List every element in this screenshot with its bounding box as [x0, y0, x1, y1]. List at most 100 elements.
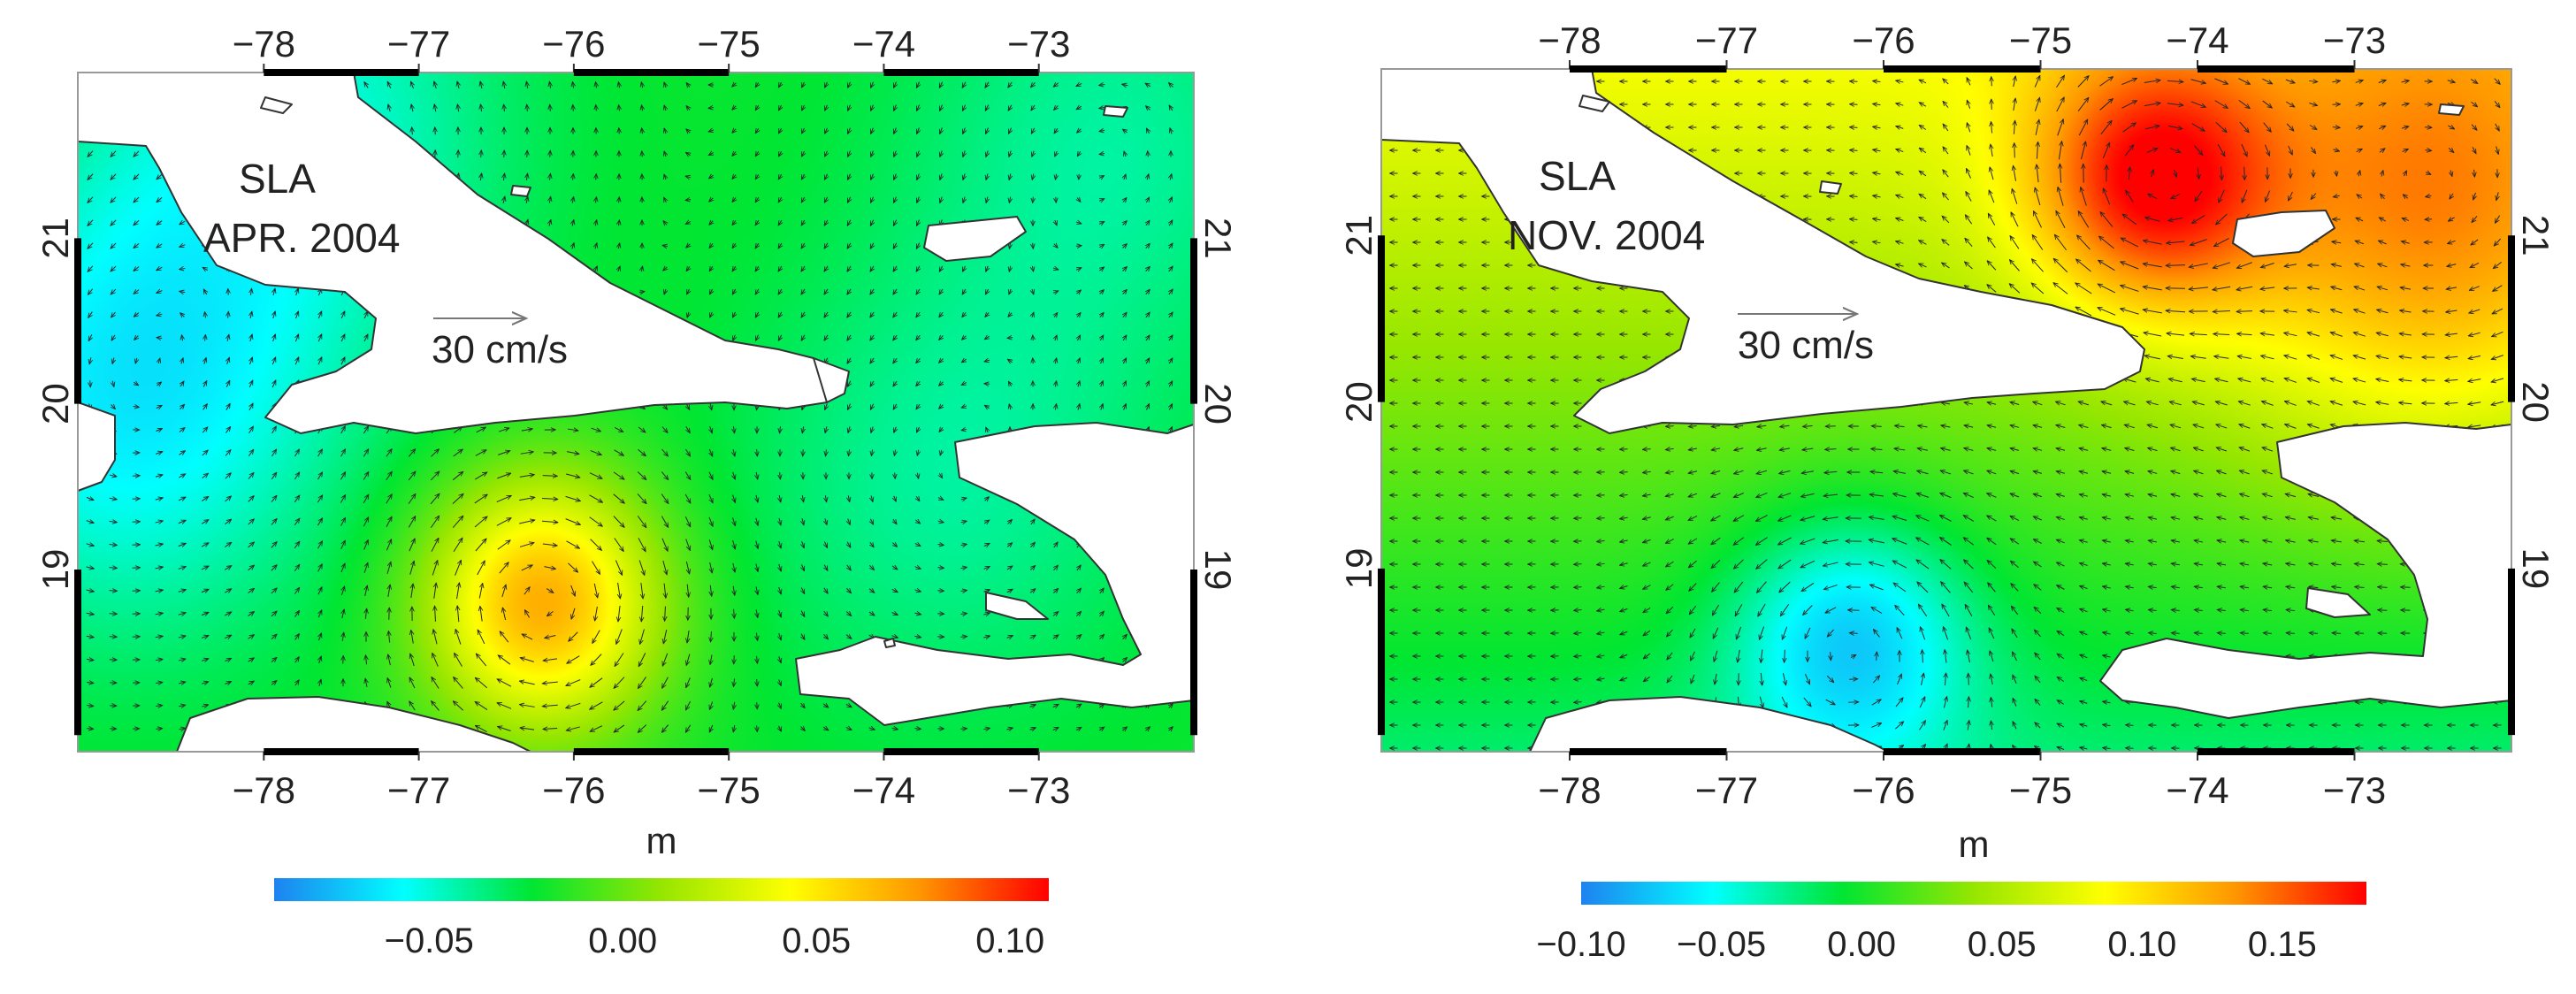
current-vector — [1008, 313, 1012, 317]
current-vector — [1077, 335, 1080, 341]
current-vector — [204, 312, 205, 318]
current-vector — [1077, 151, 1080, 156]
current-vector — [732, 83, 737, 87]
current-vector — [296, 288, 299, 296]
current-vector — [1007, 338, 1013, 339]
current-vector — [847, 380, 851, 387]
current-vector — [755, 242, 759, 248]
current-vector — [1573, 541, 1582, 542]
current-vector — [202, 427, 208, 433]
current-vector — [134, 267, 140, 271]
current-vector — [2378, 610, 2388, 611]
current-vector — [480, 81, 482, 89]
x-tick-label-bottom: −76 — [1852, 769, 1915, 811]
current-vector — [778, 242, 782, 248]
current-vector — [870, 219, 873, 226]
current-vector — [780, 426, 781, 433]
current-vector — [618, 82, 619, 88]
current-vector — [203, 404, 208, 410]
current-vector — [847, 265, 851, 271]
current-vector — [824, 242, 828, 248]
current-vector — [708, 130, 715, 132]
current-vector — [778, 311, 782, 317]
x-tick-label-bottom: −73 — [2323, 769, 2386, 811]
current-vector — [527, 150, 528, 157]
current-vector — [778, 265, 782, 271]
current-vector — [1169, 220, 1173, 226]
current-vector — [1573, 564, 1582, 565]
current-vector — [225, 426, 230, 433]
current-vector — [157, 338, 163, 339]
current-vector — [435, 127, 436, 135]
current-vector — [364, 311, 369, 319]
vector-scale-label: 30 cm/s — [432, 328, 568, 371]
current-vector — [203, 267, 209, 270]
current-vector — [709, 198, 714, 202]
x-tick-label-top: −74 — [852, 23, 915, 65]
current-vector — [1099, 153, 1105, 154]
current-vector — [2286, 656, 2295, 657]
current-vector — [1100, 290, 1105, 294]
current-vector — [686, 403, 689, 410]
x-tick-label-top: −78 — [1538, 19, 1601, 61]
current-vector — [778, 127, 781, 134]
current-vector — [272, 357, 275, 365]
current-vector — [1032, 173, 1034, 180]
x-tick-label-bottom: −78 — [1538, 769, 1601, 811]
current-vector — [986, 265, 989, 271]
current-vector — [1170, 174, 1172, 180]
current-vector — [1123, 197, 1127, 202]
y-tick-label-left: 19 — [1338, 548, 1380, 590]
current-vector — [801, 150, 804, 157]
current-vector — [963, 127, 966, 134]
current-vector — [664, 105, 666, 111]
x-tick-label-bottom: −75 — [2009, 769, 2072, 811]
current-vector — [549, 196, 550, 203]
colorbar-tick-label: −0.05 — [1677, 925, 1766, 964]
current-vector — [778, 173, 781, 180]
current-vector — [708, 108, 715, 109]
current-vector — [1146, 404, 1150, 410]
current-vector — [916, 219, 919, 226]
current-vector — [641, 105, 642, 111]
current-vector — [984, 405, 989, 408]
current-vector — [870, 81, 874, 88]
current-vector — [870, 334, 874, 340]
current-vector — [824, 127, 828, 134]
current-vector — [318, 334, 322, 342]
current-vector — [1101, 381, 1104, 387]
current-vector — [318, 357, 323, 365]
current-vector — [1054, 105, 1059, 110]
current-vector — [755, 174, 759, 180]
current-vector — [1849, 633, 1858, 634]
current-vector — [685, 152, 690, 155]
current-vector — [893, 288, 897, 294]
current-vector — [1145, 83, 1151, 87]
current-vector — [663, 267, 668, 271]
current-vector — [893, 242, 897, 249]
y-tick-label-left: 21 — [1338, 215, 1380, 256]
colorbar-tick-label: 0.00 — [1827, 925, 1896, 964]
current-vector — [595, 197, 596, 203]
current-vector — [2332, 127, 2340, 128]
current-vector — [778, 104, 781, 111]
current-vector — [88, 173, 94, 180]
current-vector — [180, 313, 185, 317]
current-vector — [181, 358, 183, 364]
current-vector — [549, 81, 550, 88]
map-subtitle: NOV. 2004 — [1508, 212, 1705, 258]
current-vector — [870, 380, 874, 386]
current-vector — [1099, 130, 1105, 131]
colorbar-tick-label: −0.05 — [385, 921, 474, 960]
current-vector — [364, 82, 368, 88]
current-vector — [732, 288, 736, 294]
current-vector — [1075, 246, 1082, 247]
current-vector — [1170, 197, 1173, 203]
current-vector — [710, 426, 713, 433]
current-vector — [2377, 587, 2388, 588]
current-vector — [638, 426, 646, 432]
current-vector — [457, 81, 459, 89]
current-vector — [88, 334, 92, 340]
current-vector — [88, 311, 93, 318]
current-vector — [985, 81, 989, 88]
